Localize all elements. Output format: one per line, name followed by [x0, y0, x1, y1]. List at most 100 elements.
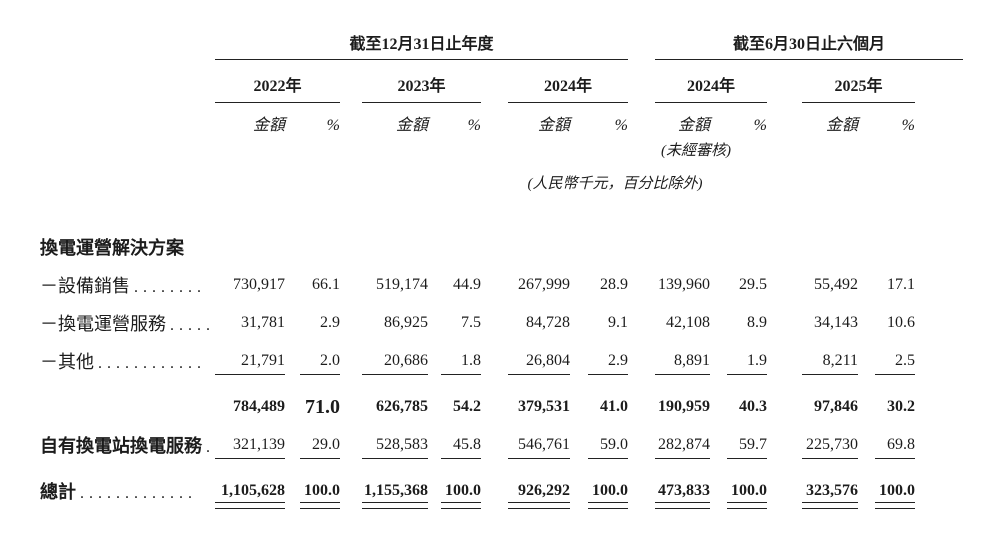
amount-value: 55,492 — [814, 276, 858, 293]
row-label: 換電運營解決方案 — [40, 238, 184, 258]
table-body: 換電運營解決方案 －設備銷售........ 730,917 66.1 519,174 4… — [0, 228, 1000, 510]
amount-subheader: 金額 — [252, 117, 285, 134]
percent-value: 40.3 — [739, 398, 767, 415]
unaudited-row: (未經審核) — [0, 137, 1000, 163]
percent-value: 41.0 — [600, 398, 628, 415]
currency-unit-note: (人民幣千元，百分比除外) — [527, 176, 703, 192]
percent-value: 100.0 — [428, 482, 481, 509]
amount-value: 84,728 — [526, 314, 570, 331]
column-gap — [340, 103, 362, 137]
subheader-row: 金額% 金額% 金額% 金額% 金額% — [0, 103, 1000, 137]
amount-value: 528,583 — [362, 436, 428, 459]
column-gap — [767, 60, 802, 103]
amount-subheader: 金額 — [537, 117, 570, 134]
column-gap — [481, 60, 508, 103]
row-label: －其他 — [40, 352, 94, 372]
unaudited-note: (未經審核) — [661, 143, 731, 159]
label-column-spacer — [0, 103, 215, 137]
dot-leader: ............. — [80, 485, 197, 502]
table-row: －設備銷售........ 730,917 66.1 519,174 44.9 267,9… — [0, 266, 1000, 304]
year-header: 2022年 — [215, 72, 340, 103]
amount-value: 1,105,628 — [215, 482, 285, 509]
amount-value: 8,211 — [802, 352, 858, 375]
dot-leader: ........ — [134, 279, 206, 296]
percent-value: 59.0 — [570, 436, 628, 459]
amount-value: 282,874 — [655, 436, 710, 459]
percent-value: 45.8 — [428, 436, 481, 459]
percent-value: 2.0 — [285, 352, 340, 375]
amount-value: 267,999 — [518, 276, 570, 293]
row-label-cell: －其他............ — [0, 348, 215, 374]
year-header: 2024年 — [655, 72, 767, 103]
amount-value: 139,960 — [658, 276, 710, 293]
percent-subheader: % — [467, 117, 481, 134]
amount-value: 321,139 — [215, 436, 285, 459]
table-row: －換電運營服務..... 31,781 2.9 86,925 7.5 84,728 9.1 4… — [0, 304, 1000, 342]
amount-value: 190,959 — [658, 398, 710, 415]
period-header-annual: 截至12月31日止年度 — [215, 30, 628, 60]
percent-value: 44.9 — [453, 276, 481, 293]
label-column-spacer — [0, 60, 215, 103]
year-header: 2024年 — [508, 72, 628, 103]
row-label: －換電運營服務 — [40, 314, 166, 334]
percent-value: 100.0 — [285, 482, 340, 509]
amount-value: 225,730 — [802, 436, 858, 459]
period-header-interim: 截至6月30日止六個月 — [655, 30, 963, 60]
amount-value: 97,846 — [814, 398, 858, 415]
percent-value: 1.8 — [428, 352, 481, 375]
amount-value: 926,292 — [508, 482, 570, 509]
percent-value: 66.1 — [312, 276, 340, 293]
column-gap — [628, 103, 655, 137]
amount-value: 546,761 — [508, 436, 570, 459]
percent-value: 2.9 — [320, 314, 340, 331]
table-row: 784,489 71.0 626,785 54.2 379,531 41.0 190,959… — [0, 388, 1000, 426]
amount-subheader: 金額 — [825, 117, 858, 134]
year-header: 2023年 — [362, 72, 481, 103]
amount-value: 626,785 — [376, 398, 428, 415]
amount-value: 1,155,368 — [362, 482, 428, 509]
year-header: 2025年 — [802, 72, 915, 103]
column-gap — [628, 60, 655, 103]
dot-leader: . — [206, 439, 215, 456]
revenue-breakdown-table: 截至12月31日止年度 截至6月30日止六個月 2022年 2023年 2024年 2… — [0, 30, 1000, 510]
percent-value: 54.2 — [453, 398, 481, 415]
column-gap — [767, 103, 802, 137]
percent-value: 69.8 — [858, 436, 915, 459]
row-label-cell: 自有換電站換電服務. — [0, 432, 215, 458]
amount-subheader: 金額 — [395, 117, 428, 134]
unit-note-row: (人民幣千元，百分比除外) — [0, 163, 1000, 197]
table-row: 自有換電站換電服務. 321,139 29.0 528,583 45.8 546,761 5… — [0, 426, 1000, 464]
table-row: 總計............. 1,105,628 100.0 1,155,368 10… — [0, 472, 1000, 510]
percent-value: 28.9 — [600, 276, 628, 293]
column-gap — [340, 60, 362, 103]
row-label-cell: －設備銷售........ — [0, 272, 215, 298]
amount-value: 21,791 — [215, 352, 285, 375]
period-header-row: 截至12月31日止年度 截至6月30日止六個月 — [0, 30, 1000, 60]
percent-value: 8.9 — [747, 314, 767, 331]
table-row: －其他............ 21,791 2.0 20,686 1.8 26,804 2… — [0, 342, 1000, 380]
row-label: －設備銷售 — [40, 276, 130, 296]
percent-value: 71.0 — [305, 395, 340, 418]
percent-value: 17.1 — [887, 276, 915, 293]
amount-value: 42,108 — [666, 314, 710, 331]
percent-value: 100.0 — [858, 482, 915, 509]
year-header-row: 2022年 2023年 2024年 2024年 2025年 — [0, 60, 1000, 103]
percent-subheader: % — [614, 117, 628, 134]
percent-value: 2.9 — [570, 352, 628, 375]
amount-value: 323,576 — [802, 482, 858, 509]
percent-value: 10.6 — [887, 314, 915, 331]
percent-value: 2.5 — [858, 352, 915, 375]
row-label: 自有換電站換電服務 — [40, 436, 202, 456]
amount-value: 784,489 — [233, 398, 285, 415]
percent-value: 29.5 — [739, 276, 767, 293]
period-gap — [628, 30, 655, 60]
percent-value: 1.9 — [710, 352, 767, 375]
row-label-cell: 總計............. — [0, 478, 215, 504]
amount-value: 730,917 — [233, 276, 285, 293]
percent-value: 9.1 — [608, 314, 628, 331]
percent-subheader: % — [326, 117, 340, 134]
amount-value: 26,804 — [508, 352, 570, 375]
percent-value: 29.0 — [285, 436, 340, 459]
amount-value: 31,781 — [241, 314, 285, 331]
